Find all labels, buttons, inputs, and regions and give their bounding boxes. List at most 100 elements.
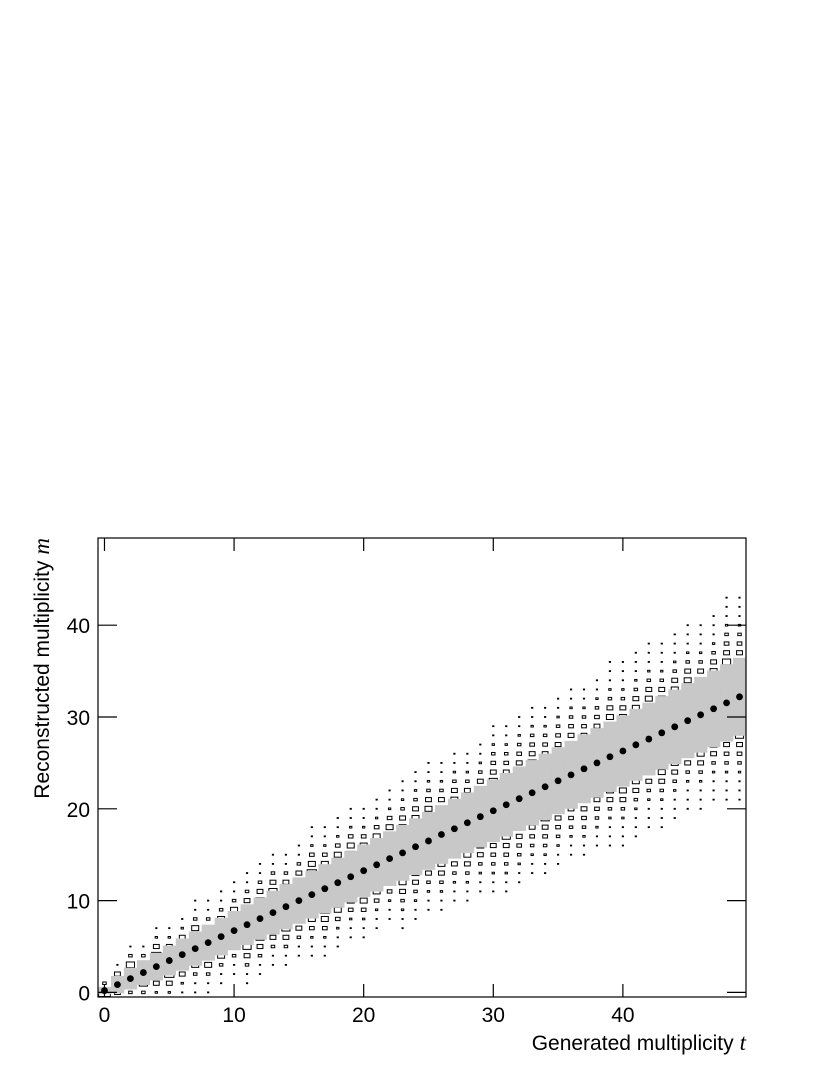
box (232, 890, 236, 893)
box (466, 752, 469, 755)
box (723, 741, 730, 748)
box (360, 834, 367, 839)
box (231, 898, 237, 903)
box (142, 945, 145, 948)
box (647, 826, 650, 829)
box (401, 780, 404, 783)
box (362, 936, 365, 939)
box (336, 826, 339, 829)
box (634, 661, 637, 663)
box (569, 835, 573, 838)
box (463, 787, 471, 794)
box (517, 734, 521, 737)
box (323, 826, 326, 829)
box (556, 715, 560, 719)
box (724, 632, 729, 637)
box (671, 677, 679, 683)
box (673, 817, 676, 819)
box (531, 872, 534, 874)
mean-marker (399, 849, 406, 857)
box (309, 852, 315, 857)
mean-marker (463, 819, 471, 827)
box (388, 908, 391, 911)
box (310, 945, 313, 948)
box (569, 853, 573, 856)
box (634, 835, 637, 838)
mean-marker (567, 771, 575, 779)
box (295, 870, 303, 876)
box (660, 642, 663, 645)
box (374, 816, 379, 820)
box (686, 798, 689, 801)
box (621, 661, 624, 663)
box (490, 852, 497, 857)
box (207, 991, 210, 994)
box (387, 807, 392, 811)
mean-marker (580, 765, 588, 773)
box (336, 835, 340, 838)
box (673, 789, 677, 792)
box (738, 798, 741, 801)
box (362, 917, 366, 921)
box (426, 880, 431, 884)
box (439, 880, 444, 884)
y-tick-label: 30 (67, 707, 90, 730)
mean-marker (723, 699, 730, 707)
box (181, 991, 184, 994)
box (738, 780, 741, 783)
box (698, 770, 703, 774)
box (647, 661, 650, 663)
box (673, 642, 676, 645)
box (256, 943, 264, 950)
mean-marker (230, 927, 238, 935)
box (725, 780, 728, 783)
box (258, 862, 262, 865)
box (450, 787, 458, 794)
box (362, 807, 365, 810)
box (349, 917, 353, 921)
box (723, 751, 730, 756)
box (155, 927, 158, 930)
box (218, 908, 224, 912)
box (476, 778, 484, 784)
box (258, 872, 262, 874)
box (698, 660, 703, 664)
box (401, 789, 404, 792)
box (310, 936, 314, 939)
box (594, 706, 600, 710)
box (375, 798, 378, 801)
box (503, 852, 510, 857)
box (439, 779, 444, 783)
box (686, 651, 690, 655)
box (478, 871, 482, 875)
box (168, 927, 171, 930)
box (427, 761, 430, 764)
box (401, 927, 404, 930)
box (608, 688, 612, 691)
box (271, 954, 275, 957)
box (593, 797, 601, 803)
box (594, 816, 600, 820)
box (529, 742, 535, 747)
box (373, 825, 380, 830)
box (413, 789, 418, 792)
box (712, 789, 715, 792)
box (359, 897, 368, 904)
box (453, 752, 456, 755)
box (207, 899, 210, 902)
x-tick-label: 20 (352, 1004, 375, 1027)
box (452, 871, 457, 875)
box (660, 817, 663, 819)
mean-marker (126, 975, 134, 983)
box (128, 990, 133, 995)
box (245, 973, 249, 975)
box (310, 835, 313, 838)
box (167, 991, 171, 994)
mean-marker (593, 759, 601, 767)
box (685, 770, 690, 774)
box (554, 815, 562, 821)
box (593, 723, 601, 729)
mean-marker (645, 735, 653, 743)
box (505, 725, 508, 728)
